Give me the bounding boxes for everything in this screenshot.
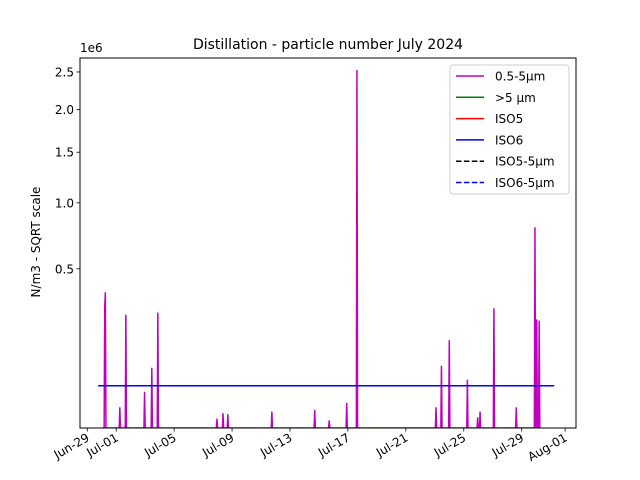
legend-label-iso5-5um: ISO5-5µm — [495, 155, 555, 169]
legend-frame — [449, 64, 570, 195]
chart-title: Distillation - particle number July 2024 — [193, 37, 463, 53]
series-layer — [98, 69, 555, 428]
legend-label-gt5-um: >5 µm — [495, 91, 536, 105]
legend-label-iso5: ISO5 — [495, 112, 523, 126]
y-tick-label: 2.5 — [55, 65, 74, 79]
y-tick-label: 1.5 — [55, 146, 74, 160]
plot-frame — [79, 57, 577, 429]
y-tick-label: 0.5 — [55, 262, 74, 276]
series-line-0-5-5um — [101, 69, 541, 428]
legend-label-iso6-5um: ISO6-5µm — [495, 176, 555, 190]
y-scale-offset: 1e6 — [80, 41, 103, 55]
legend: 0.5-5µm >5 µm ISO5 ISO6 ISO5-5µm ISO6-5µm — [449, 64, 570, 195]
y-tick-label: 2.0 — [55, 103, 74, 117]
y-axis: 0.5 1.0 1.5 2.0 2.5 — [55, 65, 80, 276]
legend-label-iso6: ISO6 — [495, 133, 523, 147]
y-axis-label: N/m3 - SQRT scale — [29, 187, 43, 298]
y-tick-label: 1.0 — [55, 196, 74, 210]
legend-label-0-5-5um: 0.5-5µm — [495, 70, 545, 84]
